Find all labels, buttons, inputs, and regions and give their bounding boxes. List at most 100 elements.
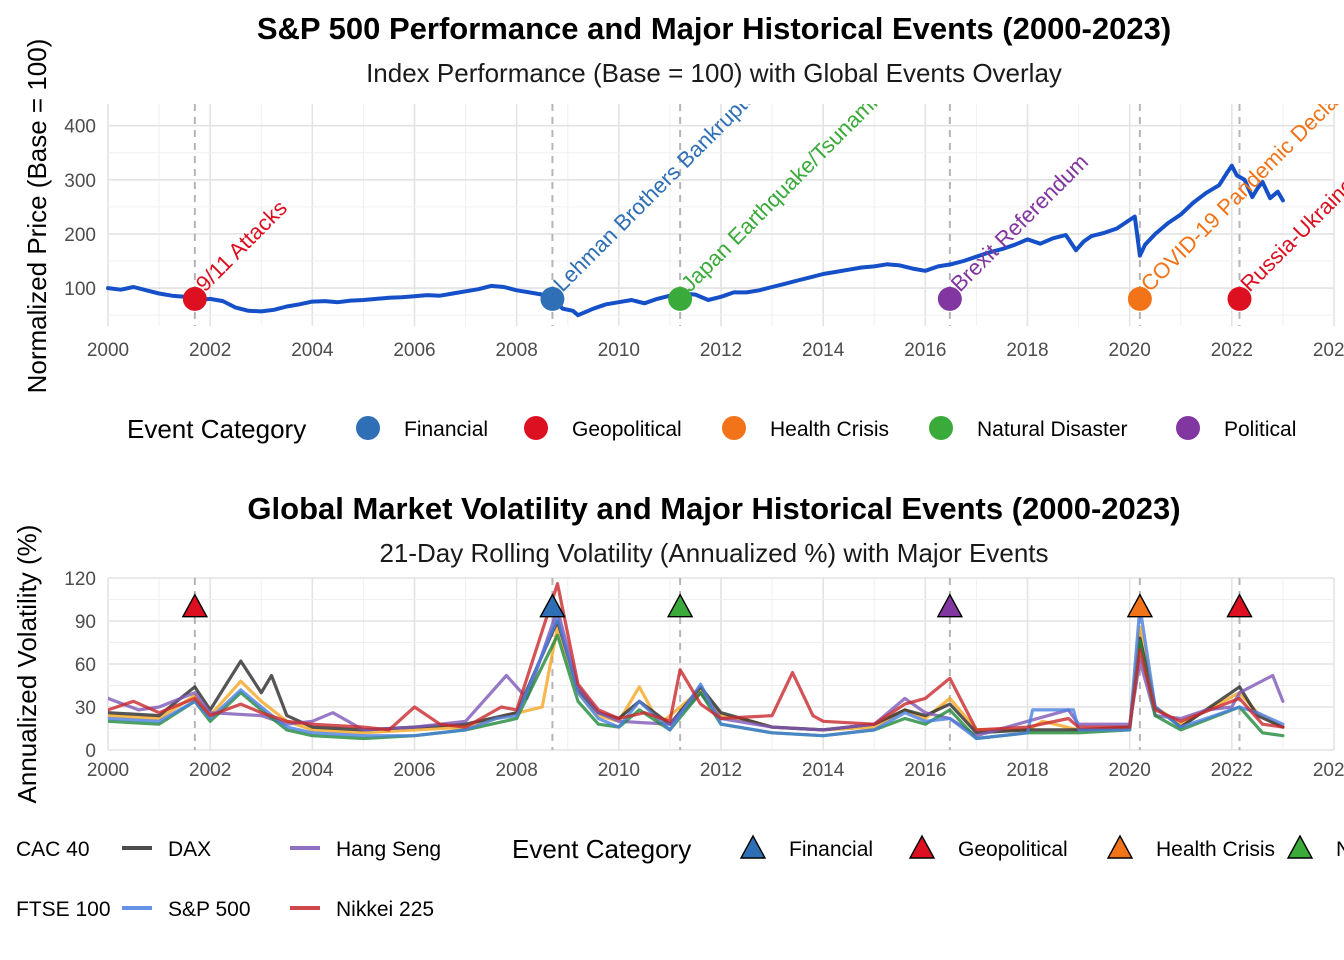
price-event-marker-natural-disaster <box>668 286 693 311</box>
volatility-x-tick-label: 2004 <box>291 760 334 781</box>
volatility-event-marker-health-crisis <box>1126 593 1154 618</box>
volatility-legends: Event Category CAC 40 DAX Hang Seng FTSE 10… <box>16 834 1344 921</box>
price-legend-label-natural-disaster: Natural Disaster <box>977 418 1128 441</box>
price-x-tick-label: 2006 <box>393 340 435 361</box>
volatility-y-tick-label: 0 <box>85 741 96 762</box>
volatility-event-legend-key-health-crisis <box>1106 834 1134 859</box>
volatility-series <box>108 582 1285 741</box>
volatility-event-legend-key-natural-disaster <box>1286 834 1314 859</box>
volatility-x-tick-label: 2008 <box>496 760 538 781</box>
volatility-x-tick-label: 2012 <box>700 760 742 781</box>
price-chart-subtitle: Index Performance (Base = 100) with Glob… <box>366 58 1062 88</box>
price-event-marker-geopolitical <box>182 286 207 311</box>
price-x-tick-label: 2024 <box>1313 340 1344 361</box>
price-legend-label-financial: Financial <box>404 418 488 441</box>
volatility-gridlines <box>107 577 1335 751</box>
price-y-tick-label: 400 <box>64 117 96 138</box>
price-event-label-9-11-attacks: 9/11 Attacks <box>191 195 292 296</box>
volatility-series-legend-label-dax: DAX <box>168 838 211 861</box>
price-chart-title: S&P 500 Performance and Major Historical… <box>257 11 1171 46</box>
price-event-label-brexit-referendum: Brexit Referendum <box>946 149 1093 296</box>
volatility-event-marker-geopolitical <box>1226 593 1253 618</box>
price-legend-label-health-crisis: Health Crisis <box>770 418 889 441</box>
volatility-x-tick-label: 2002 <box>189 760 231 781</box>
volatility-y-tick-label: 30 <box>75 698 96 719</box>
price-series-s-p-500 <box>106 163 1285 318</box>
price-x-tick-label: 2002 <box>189 340 231 361</box>
volatility-tick-labels: 2000 2002 2004 2006 2008 2010 2012 2014 2016 2018… <box>64 569 1344 781</box>
volatility-event-marker-political <box>936 593 964 618</box>
price-x-tick-label: 2010 <box>598 340 640 361</box>
volatility-legend-title: Event Category <box>512 834 691 864</box>
price-panel: S&P 500 Performance and Major Historical… <box>22 11 1344 444</box>
volatility-y-tick-label: 120 <box>64 569 96 590</box>
price-y-tick-label: 100 <box>64 279 96 300</box>
volatility-series-legend-label-cac-40: CAC 40 <box>16 838 90 861</box>
volatility-event-legend-label-natural-disaster: Natural Disaster <box>1336 838 1344 861</box>
volatility-x-tick-label: 2000 <box>87 760 129 781</box>
volatility-event-legend-key-financial <box>739 834 767 859</box>
price-y-tick-label: 200 <box>64 225 96 246</box>
price-event-legend: Event Category Financial Geopolitical Heal… <box>127 414 1296 444</box>
volatility-x-tick-label: 2006 <box>393 760 435 781</box>
price-event-marker-political <box>937 286 962 311</box>
volatility-series-legend-label-hang-seng: Hang Seng <box>336 838 441 861</box>
volatility-x-tick-label: 2018 <box>1006 760 1048 781</box>
volatility-chart-subtitle: 21-Day Rolling Volatility (Annualized %)… <box>379 538 1048 568</box>
price-event-marker-geopolitical <box>1227 286 1252 311</box>
volatility-event-marker-natural-disaster <box>666 593 694 618</box>
volatility-y-tick-label: 60 <box>75 655 96 676</box>
price-x-tick-label: 2008 <box>496 340 538 361</box>
volatility-y-tick-label: 90 <box>75 612 96 633</box>
volatility-event-marker-geopolitical <box>181 593 209 618</box>
price-x-tick-label: 2012 <box>700 340 742 361</box>
volatility-x-tick-label: 2020 <box>1109 760 1151 781</box>
price-legend-key-natural-disaster <box>929 416 953 440</box>
price-tick-labels: 2000 2002 2004 2006 2008 2010 2012 2014 2016 2018… <box>64 117 1344 361</box>
volatility-series-dax <box>108 619 1285 735</box>
price-legend-title: Event Category <box>127 414 306 444</box>
price-x-tick-label: 2022 <box>1211 340 1253 361</box>
price-event-label-lehman-brothers-bankruptcy: Lehman Brothers Bankruptcy <box>548 77 767 296</box>
volatility-x-tick-label: 2010 <box>598 760 640 781</box>
volatility-series-s-p-500 <box>108 605 1285 741</box>
price-legend-label-geopolitical: Geopolitical <box>572 418 682 441</box>
price-legend-key-financial <box>356 416 380 440</box>
volatility-series-legend-label-nikkei-225: Nikkei 225 <box>336 898 434 921</box>
volatility-series-legend-label-s-p-500: S&P 500 <box>168 898 251 921</box>
volatility-series-legend-label-ftse-100: FTSE 100 <box>16 898 111 921</box>
volatility-x-tick-label: 2016 <box>904 760 946 781</box>
volatility-event-legend-label-health-crisis: Health Crisis <box>1156 838 1275 861</box>
volatility-event-legend-label-financial: Financial <box>789 838 873 861</box>
volatility-x-tick-label: 2014 <box>802 760 845 781</box>
price-gridlines <box>107 104 1335 326</box>
price-x-tick-label: 2020 <box>1109 340 1151 361</box>
price-legend-key-health-crisis <box>722 416 746 440</box>
volatility-event-legend-label-geopolitical: Geopolitical <box>958 838 1068 861</box>
volatility-panel: Global Market Volatility and Major Histo… <box>12 491 1344 921</box>
price-event-marker-financial <box>540 286 565 311</box>
price-x-tick-label: 2000 <box>87 340 129 361</box>
volatility-event-legend-key-geopolitical <box>908 834 936 859</box>
volatility-x-tick-label: 2024 <box>1313 760 1344 781</box>
price-y-tick-label: 300 <box>64 171 96 192</box>
price-y-axis-label: Normalized Price (Base = 100) <box>22 39 52 394</box>
price-x-tick-label: 2018 <box>1006 340 1048 361</box>
volatility-y-axis-label: Annualized Volatility (%) <box>12 525 42 804</box>
price-event-markers <box>182 286 1252 311</box>
price-series <box>106 163 1285 318</box>
price-event-marker-health-crisis <box>1127 286 1152 311</box>
volatility-series-nikkei-225 <box>108 582 1285 732</box>
price-x-tick-label: 2004 <box>291 340 334 361</box>
price-x-tick-label: 2014 <box>802 340 845 361</box>
volatility-chart-title: Global Market Volatility and Major Histo… <box>247 491 1180 526</box>
price-x-tick-label: 2016 <box>904 340 946 361</box>
volatility-series-hang-seng <box>108 607 1285 738</box>
price-legend-key-geopolitical <box>524 416 548 440</box>
volatility-x-tick-label: 2022 <box>1211 760 1253 781</box>
price-legend-key-political <box>1176 416 1200 440</box>
volatility-event-markers <box>181 593 1253 618</box>
volatility-event-marker-financial <box>539 593 566 618</box>
price-legend-label-political: Political <box>1224 418 1296 441</box>
